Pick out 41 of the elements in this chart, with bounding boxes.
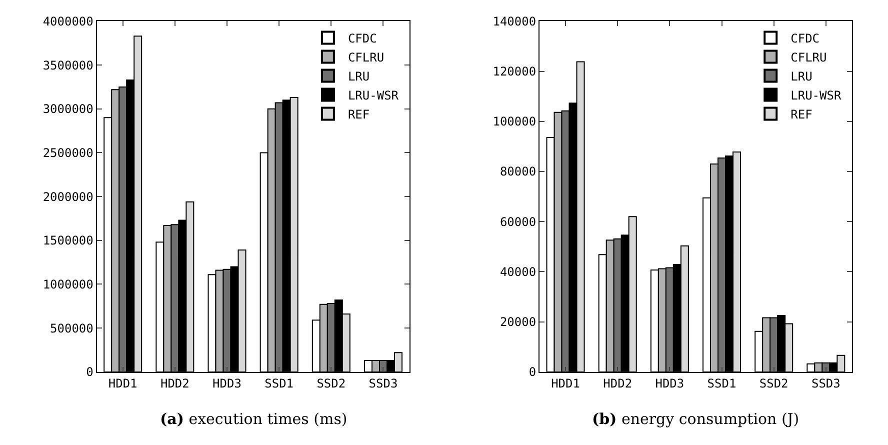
y-tick-label: 40000	[500, 264, 536, 279]
x-tick-label: SSD1	[264, 376, 294, 390]
x-tick-label: HDD3	[212, 376, 242, 390]
legend-label: LRU-WSR	[348, 88, 400, 102]
x-tick-label: HDD2	[160, 376, 190, 390]
legend-label: CFDC	[790, 31, 820, 46]
legend-label: LRU-WSR	[790, 88, 842, 102]
legend-label: CFDC	[348, 31, 377, 46]
x-tick-label: SSD1	[707, 376, 736, 390]
y-tick-label: 2000000	[42, 190, 94, 204]
y-tick-label: 4000000	[42, 14, 94, 28]
y-tick-label: 0	[86, 365, 94, 380]
y-tick-label: 1000000	[42, 277, 94, 292]
legend-label: REF	[790, 107, 812, 122]
x-tick-label: SSD2	[316, 376, 346, 390]
x-tick-label: SSD3	[811, 376, 840, 390]
legend-label: LRU	[790, 69, 812, 84]
y-tick-label: 500000	[50, 321, 94, 336]
y-tick-label: 100000	[492, 114, 536, 129]
text: (b) energy consumption (J)	[592, 410, 800, 428]
legend-label: REF	[348, 107, 370, 122]
y-tick-label: 3500000	[42, 58, 94, 72]
y-tick-label: 20000	[500, 315, 536, 330]
x-tick-label: HDD1	[108, 376, 138, 390]
x-tick-label: HDD3	[655, 376, 684, 390]
legend-label: LRU	[348, 69, 370, 84]
x-tick-label: HDD2	[603, 376, 632, 390]
y-tick-label: 60000	[500, 214, 536, 229]
legend-label: CFLRU	[348, 50, 384, 64]
y-tick-label: 0	[528, 365, 536, 380]
y-tick-label: 1500000	[42, 234, 94, 248]
x-tick-label: HDD1	[551, 376, 580, 390]
y-tick-label: 120000	[492, 64, 536, 79]
y-tick-label: 140000	[492, 14, 536, 28]
y-tick-label: 2500000	[42, 146, 94, 160]
text: (a) execution times (ms)	[160, 410, 348, 428]
x-tick-label: SSD2	[759, 376, 788, 390]
y-tick-label: 3000000	[42, 102, 94, 116]
legend-label: CFLRU	[790, 50, 827, 64]
x-tick-label: SSD3	[368, 376, 398, 390]
y-tick-label: 80000	[500, 164, 536, 179]
